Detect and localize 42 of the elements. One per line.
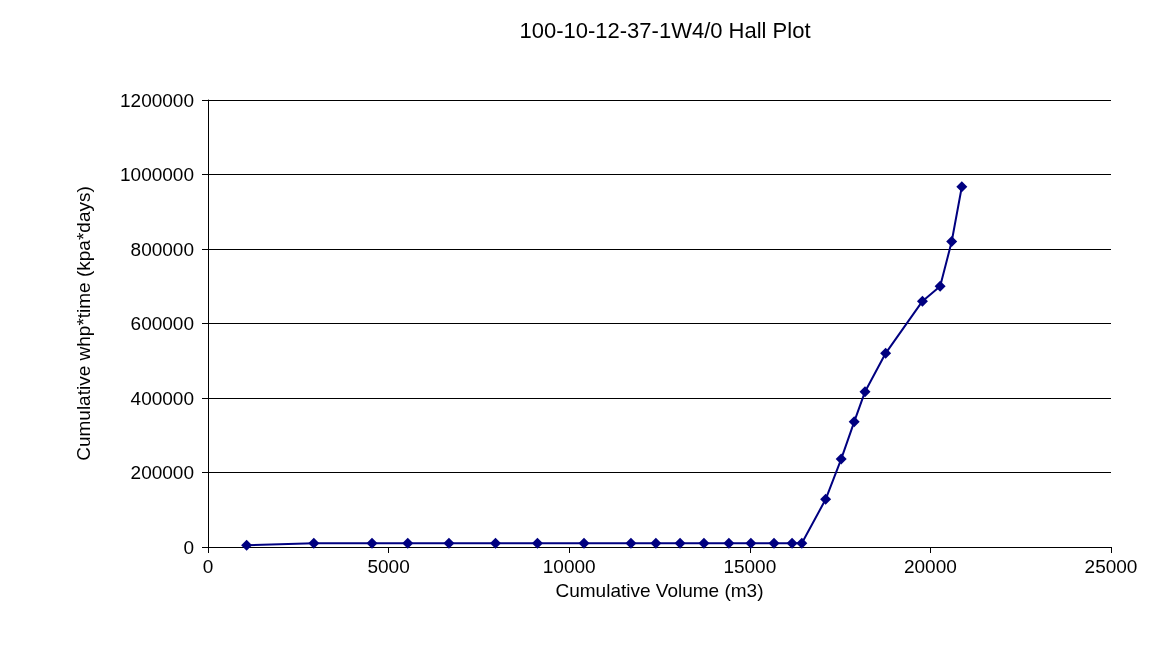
point <box>916 295 928 307</box>
x-tick-label: 0 <box>202 556 214 577</box>
point <box>820 493 832 505</box>
chart-title: 100-10-12-37-1W4/0 Hall Plot <box>519 17 811 43</box>
point <box>366 537 378 549</box>
y-tick-label: 800000 <box>130 238 194 260</box>
point <box>674 537 686 549</box>
y-tick-label: 400000 <box>130 387 194 409</box>
point <box>531 537 543 549</box>
point <box>443 537 455 549</box>
point <box>848 416 860 428</box>
y-tick-label: 1200000 <box>120 89 194 111</box>
point <box>625 537 637 549</box>
x-tick-label: 25000 <box>1084 556 1138 577</box>
y-tick-label: 0 <box>183 536 194 558</box>
x-tick-label: 20000 <box>903 556 957 577</box>
point <box>650 537 662 549</box>
point <box>402 537 414 549</box>
point <box>786 537 798 549</box>
point <box>490 537 502 549</box>
point <box>768 537 780 549</box>
y-tick-label: 200000 <box>130 462 194 483</box>
point <box>859 386 871 398</box>
point <box>723 537 735 549</box>
point <box>241 539 253 551</box>
point <box>835 453 847 465</box>
point <box>946 236 958 248</box>
point <box>698 537 710 549</box>
point <box>880 347 892 359</box>
point <box>956 181 968 193</box>
y-axis-title: Cumulative whp*time (kpa*days) <box>73 186 94 461</box>
x-axis-title: Cumulative Volume (m3) <box>555 580 764 601</box>
point <box>745 537 757 549</box>
point <box>934 280 946 292</box>
y-tick-label: 600000 <box>130 313 194 334</box>
x-tick-label: 10000 <box>542 556 596 577</box>
x-tick-label: 5000 <box>367 556 410 577</box>
y-tick-label: 1000000 <box>120 164 194 185</box>
point <box>308 537 320 549</box>
x-tick-label: 15000 <box>723 556 777 577</box>
point <box>578 537 590 549</box>
point <box>796 537 808 549</box>
